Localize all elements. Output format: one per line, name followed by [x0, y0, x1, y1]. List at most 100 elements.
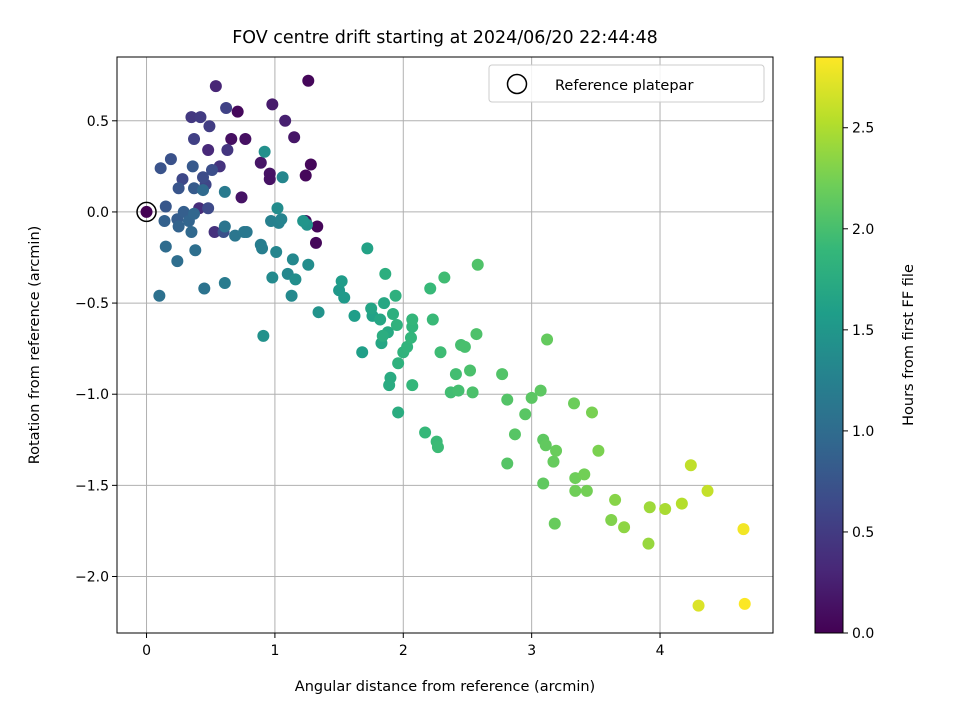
grid [117, 57, 773, 633]
scatter-point [675, 497, 688, 510]
scatter-point [286, 253, 299, 266]
scatter-point [419, 426, 432, 439]
scatter-point [279, 114, 292, 127]
scatter-point [541, 333, 554, 346]
scatter-point [361, 242, 374, 255]
y-tick-label: −1.5 [75, 478, 109, 494]
chart-title: FOV centre drift starting at 2024/06/20 … [232, 28, 658, 48]
scatter-point [605, 513, 618, 526]
legend-box [488, 64, 765, 103]
scatter-point [387, 308, 400, 321]
scatter-point [302, 258, 315, 271]
x-tick-label: 3 [527, 643, 536, 659]
scatter-point [271, 202, 284, 215]
scatter-point [580, 484, 593, 497]
scatter-point [270, 246, 283, 259]
scatter-point [406, 379, 419, 392]
y-tick-label: −2.0 [75, 569, 109, 585]
scatter-point [449, 368, 462, 381]
scatter-point [239, 133, 252, 146]
scatter-point [438, 271, 451, 284]
scatter-point [312, 306, 325, 319]
scatter-point [258, 145, 271, 158]
scatter-point [376, 329, 389, 342]
scatter-point [390, 318, 403, 331]
scatter-point [378, 297, 391, 310]
scatter-point [424, 282, 437, 295]
scatter-point [643, 501, 656, 514]
scatter-point [389, 289, 402, 302]
scatter-point [659, 503, 672, 516]
scatter-point [548, 517, 561, 530]
scatter-point [218, 185, 231, 198]
colorbar-tick-label: 0.0 [852, 626, 874, 642]
scatter-point [404, 331, 417, 344]
scatter-point [431, 441, 444, 454]
scatter-point [501, 393, 514, 406]
colorbar-tick-label: 0.5 [852, 525, 874, 541]
scatter-point [374, 313, 387, 326]
scatter-point [534, 384, 547, 397]
y-tick-label: 0.0 [87, 205, 109, 221]
scatter-points [140, 74, 751, 612]
scatter-point [266, 98, 279, 111]
scatter-point [198, 282, 211, 295]
scatter-point [285, 289, 298, 302]
scatter-point [525, 391, 538, 404]
scatter-point [202, 143, 215, 156]
colorbar-tick-label: 1.5 [852, 323, 874, 339]
scatter-point [539, 439, 552, 452]
scatter-point [159, 240, 172, 253]
scatter-point [266, 271, 279, 284]
scatter-point [197, 184, 210, 197]
scatter-point [470, 328, 483, 341]
scatter-point [218, 277, 231, 290]
scatter-point [297, 215, 310, 228]
scatter-point [235, 191, 248, 204]
scatter-point [519, 408, 532, 421]
scatter-point [203, 120, 216, 133]
colorbar: 0.0 0.5 1.0 1.5 2.0 2.5 Hours from first FF f… [814, 56, 917, 642]
scatter-point [471, 258, 484, 271]
y-axis-label: Rotation from reference (arcmin) [27, 226, 43, 465]
scatter-point [692, 599, 705, 612]
scatter-point [172, 220, 185, 233]
scatter-point [508, 428, 521, 441]
legend-reference-marker [506, 73, 528, 95]
scatter-point [684, 459, 697, 472]
colorbar-label: Hours from first FF file [901, 264, 917, 426]
scatter-point [701, 484, 714, 497]
scatter-point [188, 182, 201, 195]
scatter-point [592, 444, 605, 457]
scatter-point [275, 213, 288, 226]
scatter-point [309, 236, 322, 249]
colorbar-gradient [814, 56, 844, 634]
y-tick-label: 0.5 [87, 114, 109, 130]
colorbar-tick-label: 2.5 [852, 121, 874, 137]
scatter-point [392, 357, 405, 370]
scatter-point [738, 597, 751, 610]
scatter-point [288, 131, 301, 144]
scatter-point [406, 313, 419, 326]
scatter-point [185, 225, 198, 238]
scatter-point [578, 468, 591, 481]
reference-platepar-marker [136, 201, 157, 223]
scatter-point [537, 477, 550, 490]
legend-entry-reference-platepar: Reference platepar [555, 78, 693, 94]
scatter-point [547, 455, 560, 468]
scatter-point [379, 267, 392, 280]
scatter-point [209, 80, 222, 93]
scatter-point [737, 523, 750, 536]
scatter-point [263, 173, 276, 186]
scatter-point [299, 169, 312, 182]
scatter-point [365, 302, 378, 315]
scatter-point [221, 143, 234, 156]
scatter-point [348, 309, 361, 322]
scatter-point [240, 225, 253, 238]
plot-frame [116, 56, 774, 634]
scatter-point [496, 368, 509, 381]
scatter-point [220, 102, 233, 115]
x-axis-label: Angular distance from reference (arcmin) [295, 679, 595, 695]
scatter-point [304, 158, 317, 171]
